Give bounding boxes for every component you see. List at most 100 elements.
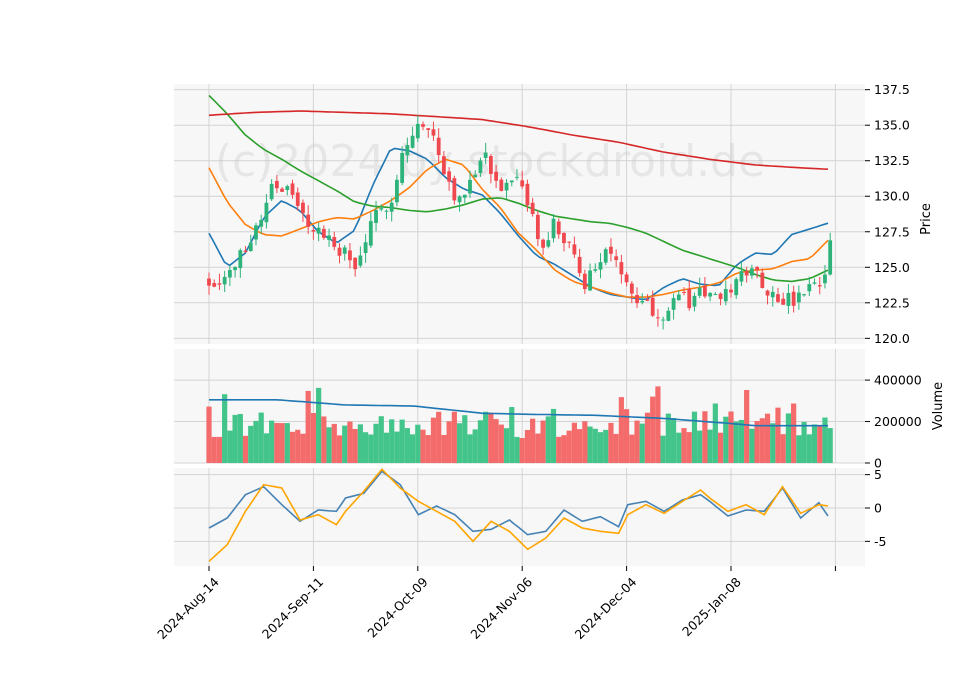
volume-bar: [587, 426, 593, 463]
volume-bar: [670, 418, 677, 463]
candle-body: [676, 294, 681, 301]
volume-bar: [780, 434, 786, 463]
volume-bar: [310, 412, 316, 463]
volume-bar: [597, 432, 604, 463]
oscillator-tick-label: 5: [874, 467, 882, 482]
candle-body: [661, 319, 666, 321]
candle-body: [520, 180, 525, 187]
candle-body: [353, 257, 358, 270]
candle-body: [515, 176, 519, 178]
candle-body: [765, 290, 770, 296]
volume-bar: [462, 415, 468, 463]
candle-body: [530, 202, 535, 215]
price-tick-label: 132.5: [874, 153, 910, 168]
volume-bar: [728, 411, 734, 463]
volume-bar: [222, 394, 228, 463]
candle-body: [436, 137, 441, 156]
volume-bars: [206, 386, 833, 463]
volume-bar: [712, 403, 718, 463]
candle-body: [562, 232, 566, 244]
volume-bar: [242, 435, 249, 463]
candle-body: [207, 278, 211, 286]
volume-bar: [785, 413, 792, 463]
candle-body: [468, 179, 472, 194]
candle-body: [384, 210, 389, 212]
candle-body: [593, 269, 598, 271]
candle-body: [692, 295, 697, 307]
candle-body: [227, 270, 232, 278]
candle-body: [389, 202, 394, 212]
volume-bar: [216, 436, 223, 463]
volume-tick-label: 200000: [874, 414, 922, 429]
volume-bar: [425, 435, 431, 463]
candle-body: [337, 247, 342, 256]
candle-body: [395, 179, 399, 203]
candle-body: [212, 283, 217, 287]
volume-bar: [754, 420, 760, 463]
volume-bar: [624, 409, 630, 463]
volume-bar: [749, 428, 755, 463]
candle-body: [776, 294, 780, 302]
candle-body: [233, 267, 237, 271]
volume-bar: [472, 429, 478, 463]
oscillator-fast-line: [208, 470, 829, 536]
candle-body: [567, 241, 572, 243]
volume-bar: [383, 432, 390, 463]
volume-bar: [582, 421, 588, 463]
candle-body: [697, 287, 702, 296]
volume-bar: [274, 422, 280, 463]
volume-bar: [451, 411, 457, 463]
volume-bar: [295, 429, 301, 463]
x-tick-label: 2024-Sep-11: [259, 574, 326, 641]
oscillator-panel: [174, 468, 865, 566]
candle-body: [217, 283, 222, 285]
candle-body: [781, 298, 786, 305]
volume-bar: [613, 433, 619, 463]
oscillator-lines: [208, 468, 829, 562]
volume-bar: [650, 396, 656, 463]
volume-bar: [665, 413, 671, 463]
candle-body: [488, 156, 493, 174]
candle-body: [828, 240, 833, 275]
volume-bar: [321, 416, 327, 463]
volume-bar: [289, 431, 296, 463]
volume-bar: [258, 412, 264, 463]
oscillator-tick-label: -5: [874, 534, 886, 549]
candle-body: [656, 317, 660, 319]
volume-bar: [738, 419, 745, 463]
volume-bar: [300, 433, 306, 463]
candle-body: [405, 145, 410, 156]
x-tick-label: 2024-Oct-09: [364, 574, 430, 640]
candle-body: [551, 218, 556, 239]
volume-bar: [316, 387, 322, 463]
candle-body: [238, 250, 243, 269]
volume-bar: [603, 429, 609, 463]
volume-bar: [592, 428, 598, 463]
volume-bar: [530, 418, 536, 463]
candle-body: [645, 299, 650, 301]
candle-body: [254, 225, 258, 240]
oscillator-tick-label: 0: [874, 501, 882, 516]
candle-body: [478, 160, 483, 173]
candle-body: [629, 283, 634, 294]
candle-body: [525, 183, 530, 206]
volume-bar: [263, 433, 270, 463]
candle-body: [666, 310, 671, 321]
volume-bar: [378, 416, 384, 463]
candle-body: [588, 270, 592, 291]
volume-bar: [556, 436, 562, 463]
volume-bar: [566, 430, 572, 463]
candle-body: [577, 256, 582, 274]
oscillator-slow-line: [208, 468, 829, 562]
candle-body: [452, 178, 457, 201]
candle-body: [535, 214, 540, 240]
candle-body: [703, 286, 707, 297]
candle-body: [546, 240, 551, 247]
candle-body: [598, 262, 603, 270]
price-tick-label: 130.0: [874, 189, 910, 204]
candle-body: [342, 247, 347, 254]
volume-bar: [634, 420, 640, 463]
candle-body: [264, 202, 269, 223]
volume-bar: [806, 434, 812, 463]
volume-bar: [336, 435, 343, 463]
